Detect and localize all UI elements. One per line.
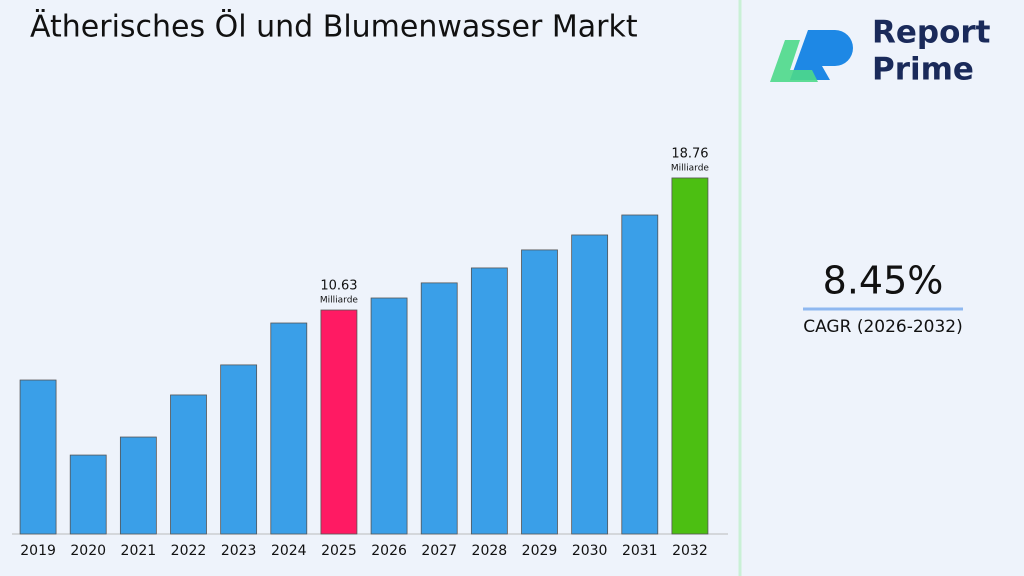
cagr-value: 8.45%: [823, 259, 944, 303]
logo-mark: [790, 30, 853, 80]
x-tick-label: 2031: [622, 543, 658, 559]
data-label: 18.76: [671, 146, 708, 161]
bar: [19, 379, 57, 535]
x-tick-label: 2019: [20, 543, 56, 559]
data-label-unit: Milliarde: [671, 163, 710, 173]
x-tick-label: 2028: [472, 543, 508, 559]
x-tick-label: 2029: [522, 543, 558, 559]
chart-title: Ätherisches Öl und Blumenwasser Markt: [30, 9, 638, 45]
x-tick-label: 2023: [221, 543, 257, 559]
x-tick-label: 2024: [271, 543, 307, 559]
cagr-label: CAGR (2026-2032): [803, 317, 963, 337]
bar: [571, 234, 609, 535]
bar: [270, 322, 308, 535]
x-tick-label: 2020: [70, 543, 106, 559]
bar: [470, 267, 508, 535]
bar: [370, 297, 408, 535]
bar: [621, 214, 659, 535]
logo-mark-accent: [770, 40, 818, 82]
bar: [521, 249, 558, 535]
x-tick-label: 2021: [121, 543, 157, 559]
bar: [220, 364, 258, 535]
bar: [320, 309, 358, 535]
bar: [119, 436, 157, 535]
x-tick-label: 2030: [572, 543, 608, 559]
logo-text: Prime: [872, 52, 974, 88]
bar: [170, 394, 207, 535]
bar: [69, 454, 107, 535]
bar: [420, 282, 458, 535]
data-label: 10.63: [320, 279, 357, 294]
x-tick-label: 2027: [421, 543, 457, 559]
x-tick-label: 2026: [371, 543, 407, 559]
logo: Report Prime: [770, 15, 991, 88]
bar: [671, 177, 709, 535]
x-tick-label: 2022: [171, 543, 207, 559]
data-label-unit: Milliarde: [320, 296, 359, 306]
x-tick-label: 2025: [321, 543, 357, 559]
x-tick-label: 2032: [672, 543, 708, 559]
logo-text: Report: [872, 15, 991, 51]
